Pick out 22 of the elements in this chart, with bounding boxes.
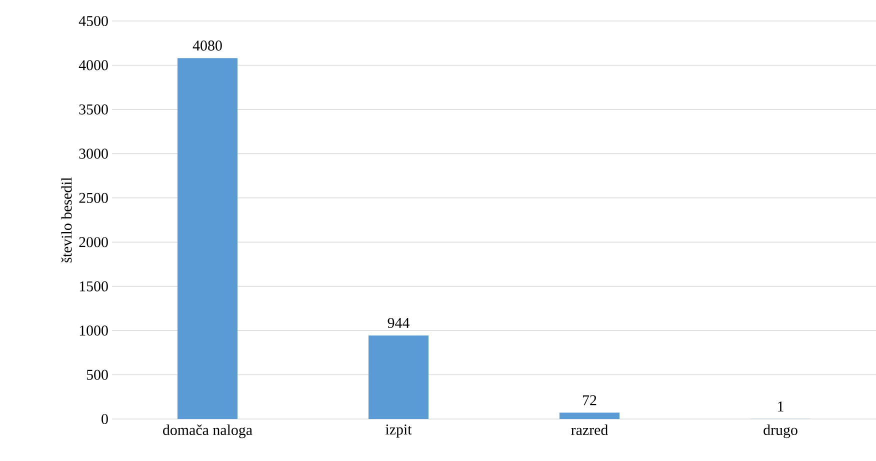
y-tick-label: 1000 [80,326,108,336]
x-tick-label: drugo [764,424,798,438]
data-label: 944 [388,318,410,328]
x-tick-label: izpit [386,424,412,438]
y-tick-label: 2000 [79,237,108,248]
y-axis-title: število besedil [61,177,72,262]
y-tick-label: 3500 [79,104,108,114]
data-label: 4080 [192,40,222,51]
y-tick-label: 4500 [78,16,108,26]
data-label: 72 [583,395,596,406]
y-tick-label: 3000 [79,148,108,159]
y-tick-label: 0 [102,414,108,424]
y-tick-label: 4000 [78,60,108,70]
bar [178,58,238,419]
y-tick-label: 500 [86,370,108,380]
data-label: 1 [778,402,784,412]
x-tick-label: razred [571,424,608,436]
y-tick-label: 1500 [80,281,108,292]
x-tick-label: domača naloga [163,424,252,438]
bar [560,412,620,419]
y-tick-label: 2500 [79,192,108,203]
bar [368,336,429,419]
